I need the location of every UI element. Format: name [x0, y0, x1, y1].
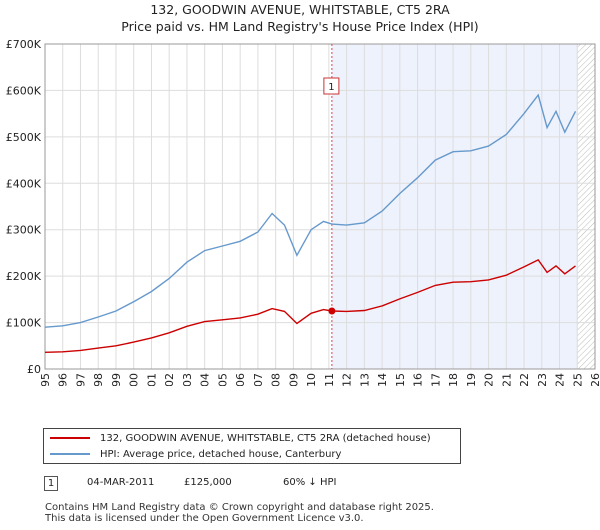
x-tick-label: 1995 [39, 373, 52, 386]
x-tick-label: 2003 [181, 373, 194, 386]
sale-annotation-label: 1 [328, 82, 334, 93]
hpi-line [44, 93, 577, 328]
x-tick-label: 2005 [216, 373, 229, 386]
x-tick-label: 2015 [394, 373, 407, 386]
footer: Contains HM Land Registry data © Crown c… [45, 502, 434, 524]
x-tick-label: 2018 [447, 373, 460, 386]
property-price-line [44, 259, 576, 353]
legend-label-hpi: HPI: Average price, detached house, Cant… [100, 448, 342, 460]
x-tick-label: 1996 [57, 373, 70, 386]
y-tick-label: £400K [6, 177, 42, 190]
sale-point [328, 307, 336, 315]
x-tick-label: 2010 [305, 373, 318, 386]
x-tick-label: 2021 [500, 373, 513, 386]
x-tick-label: 2016 [412, 373, 425, 386]
legend-swatch-hpi [50, 453, 90, 455]
legend: 132, GOODWIN AVENUE, WHITSTABLE, CT5 2RA… [43, 428, 461, 464]
x-tick-label: 2004 [199, 373, 212, 386]
x-tick-label: 1998 [92, 373, 105, 386]
x-tick-label: 2001 [145, 373, 158, 386]
y-tick-label: £500K [6, 131, 42, 144]
x-tick-label: 2020 [483, 373, 496, 386]
plot-frame [44, 43, 596, 370]
legend-item-hpi: HPI: Average price, detached house, Cant… [50, 447, 341, 461]
footer-line-1: Contains HM Land Registry data © Crown c… [45, 502, 434, 513]
x-tick-label: 2000 [128, 373, 141, 386]
y-tick-label: £600K [6, 84, 42, 97]
x-tick-label: 2014 [376, 373, 389, 386]
y-tick-label: £100K [6, 317, 42, 330]
x-tick-label: 2007 [252, 373, 265, 386]
y-tick-label: £300K [6, 224, 42, 237]
x-tick-label: 2022 [518, 373, 531, 386]
sale-number-badge: 1 [44, 476, 58, 491]
chart-subtitle: Price paid vs. HM Land Registry's House … [121, 19, 479, 34]
legend-item-property: 132, GOODWIN AVENUE, WHITSTABLE, CT5 2RA… [50, 431, 431, 445]
x-tick-label: 2012 [341, 373, 354, 386]
x-tick-label: 2006 [234, 373, 247, 386]
x-tick-label: 2002 [163, 373, 176, 386]
x-tick-label: 1997 [74, 373, 87, 386]
future-hatch [577, 44, 595, 369]
y-tick-label: £0 [27, 363, 41, 376]
x-tick-label: 1999 [110, 373, 123, 386]
legend-swatch-property [50, 437, 90, 439]
x-tick-label: 2019 [465, 373, 478, 386]
chart-title: 132, GOODWIN AVENUE, WHITSTABLE, CT5 2RA [150, 2, 450, 17]
sale-annotation-box [323, 77, 340, 95]
x-tick-label: 2024 [554, 373, 567, 386]
post-sale-shading [331, 44, 578, 369]
sale-price: £125,000 [184, 477, 232, 488]
footer-line-2: This data is licensed under the Open Gov… [45, 513, 364, 524]
y-tick-label: £200K [6, 270, 42, 283]
x-tick-label: 2011 [323, 373, 336, 386]
x-tick-label: 2013 [358, 373, 371, 386]
sale-hpi-diff: 60% ↓ HPI [283, 477, 337, 488]
sale-date: 04-MAR-2011 [87, 477, 155, 488]
x-tick-label: 2023 [536, 373, 549, 386]
x-tick-label: 2026 [589, 373, 600, 386]
x-tick-label: 2008 [270, 373, 283, 386]
y-tick-label: £700K [6, 38, 42, 51]
x-tick-label: 2009 [287, 373, 300, 386]
x-tick-label: 2017 [429, 373, 442, 386]
sale-annotation: 1 [323, 77, 340, 95]
price-chart: £0 £100K £200K £300K £400K £500K £600K £700K 199… [6, 38, 600, 386]
x-tick-label: 2025 [571, 373, 584, 386]
legend-label-property: 132, GOODWIN AVENUE, WHITSTABLE, CT5 2RA… [100, 432, 431, 444]
